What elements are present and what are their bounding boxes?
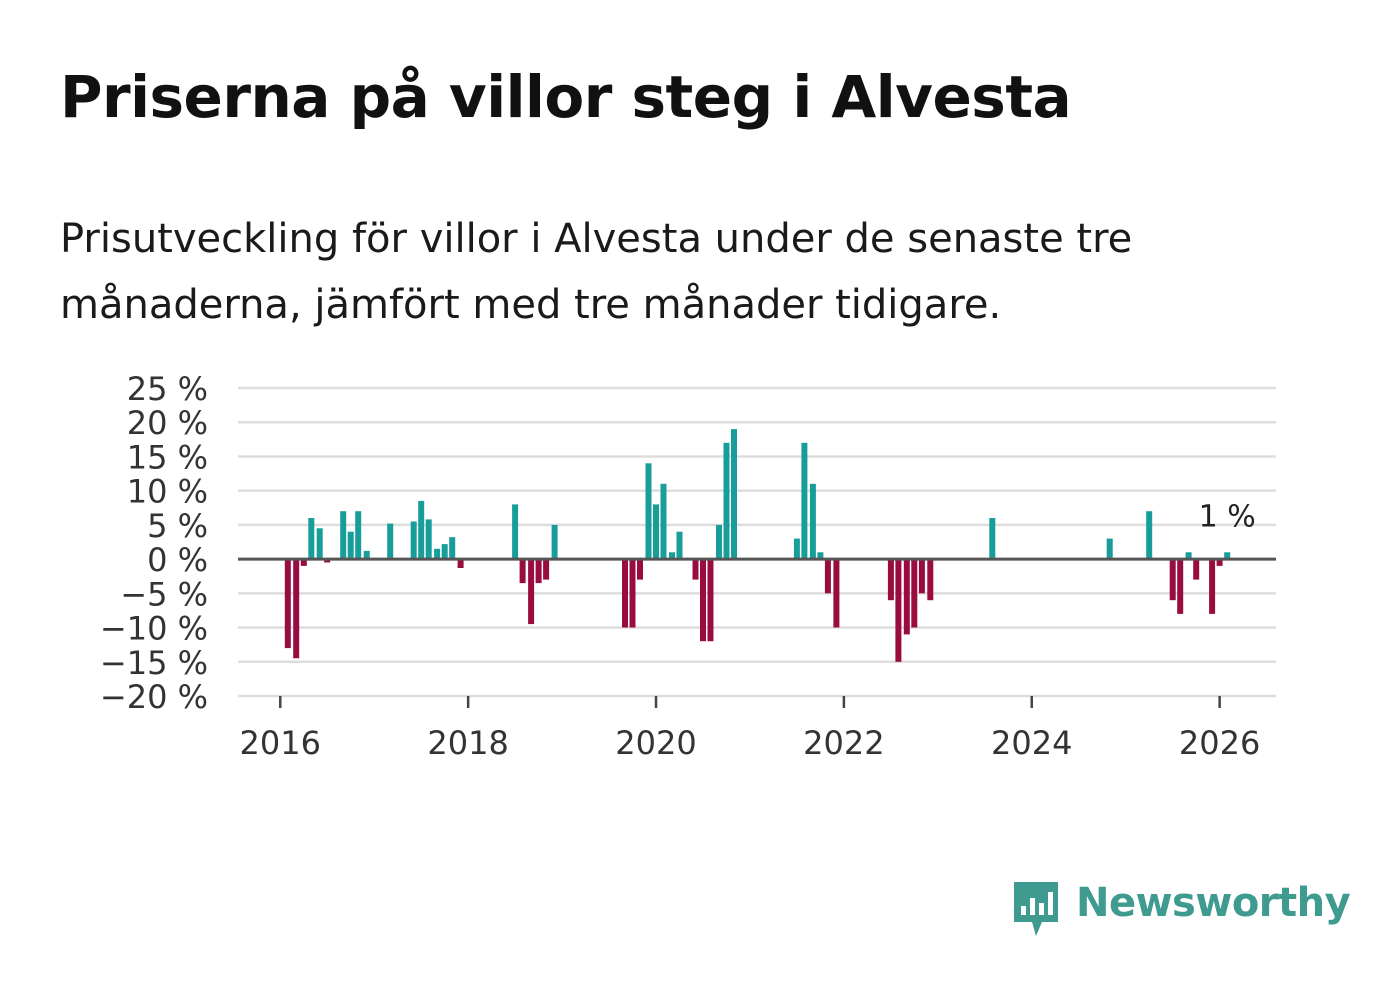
- bar-negative: [927, 559, 934, 601]
- bar-negative: [293, 559, 300, 659]
- x-tick-label: 2024: [991, 724, 1072, 762]
- y-tick-label: 5 %: [147, 507, 208, 545]
- y-tick-label: −20 %: [100, 678, 208, 716]
- x-tick-label: 2018: [427, 724, 508, 762]
- bar-positive: [425, 519, 432, 560]
- bar-positive: [308, 518, 315, 560]
- y-tick-label: 20 %: [127, 404, 208, 442]
- bar-positive: [340, 511, 347, 560]
- bar-negative: [824, 559, 831, 594]
- bar-positive: [410, 521, 417, 560]
- bar-positive: [989, 518, 996, 560]
- grid-lines: [238, 386, 1276, 698]
- bar-negative: [528, 559, 535, 625]
- bar-positive: [355, 511, 362, 560]
- bar-positive: [723, 442, 730, 560]
- bar-negative: [707, 559, 714, 642]
- y-tick-label: 10 %: [127, 473, 208, 511]
- bar-negative: [637, 559, 643, 580]
- bar-positive: [551, 524, 558, 560]
- x-tick-label: 2022: [803, 724, 884, 762]
- y-tick-label: −15 %: [100, 644, 208, 682]
- y-tick-label: 25 %: [127, 370, 208, 408]
- bar-positive: [418, 500, 425, 560]
- bar-negative: [1177, 559, 1184, 614]
- bar-negative: [324, 559, 331, 563]
- brand-name: Newsworthy: [1076, 880, 1351, 926]
- bar-negative: [1193, 559, 1200, 580]
- bar-negative: [903, 559, 910, 635]
- bar-negative: [887, 559, 894, 601]
- chart-title: Priserna på villor steg i Alvesta: [60, 63, 1072, 131]
- bar-positive: [387, 523, 394, 560]
- bar-negative: [918, 559, 925, 594]
- bar-negative: [629, 559, 636, 628]
- bar-positive: [1185, 552, 1192, 560]
- newsworthy-logo-icon: [1014, 882, 1058, 936]
- bar-positive: [716, 524, 722, 560]
- bar-negative: [300, 559, 307, 566]
- bar-positive: [801, 442, 808, 560]
- x-tick-label: 2020: [615, 724, 696, 762]
- x-axis: 2016 2018 2020 2022 2024 2026: [240, 696, 1260, 762]
- bar-positive: [653, 504, 659, 560]
- bar-negative: [1216, 559, 1223, 566]
- bar-negative: [543, 559, 550, 580]
- bar-negative: [284, 559, 291, 649]
- bar-positive: [1146, 511, 1153, 560]
- bar-negative: [535, 559, 542, 584]
- bar-positive: [669, 552, 675, 560]
- bar-positive: [434, 548, 441, 560]
- bars: [284, 429, 1231, 662]
- bar-positive: [1224, 552, 1231, 560]
- bar-negative: [1169, 559, 1176, 601]
- bar-positive: [449, 537, 456, 560]
- y-tick-label: −10 %: [100, 610, 208, 648]
- bar-positive: [441, 544, 448, 560]
- y-tick-label: −5 %: [120, 575, 208, 613]
- brand-logo: Newsworthy: [1010, 876, 1351, 942]
- last-value-annotation: 1 %: [1199, 499, 1256, 534]
- bar-positive: [316, 528, 323, 560]
- bar-negative: [622, 559, 628, 628]
- bar-positive: [817, 552, 824, 560]
- bar-negative: [895, 559, 902, 662]
- bar-negative: [519, 559, 526, 584]
- chart-subtitle: Prisutveckling för villor i Alvesta unde…: [60, 216, 1133, 328]
- y-tick-label: 15 %: [127, 438, 208, 476]
- bar-positive: [512, 504, 519, 560]
- bar-positive: [645, 463, 652, 560]
- bar-negative: [457, 559, 464, 568]
- bar-chart: 25 %20 %15 %10 %5 %0 %−5 %−10 %−15 %−20 …: [100, 370, 1276, 762]
- bar-negative: [700, 559, 706, 642]
- bar-negative: [911, 559, 918, 628]
- bar-positive: [809, 483, 816, 560]
- y-axis-labels: 25 %20 %15 %10 %5 %0 %−5 %−10 %−15 %−20 …: [100, 370, 208, 716]
- x-tick-label: 2026: [1179, 724, 1260, 762]
- bar-positive: [1106, 538, 1113, 560]
- bar-negative: [1209, 559, 1216, 614]
- x-tick-label: 2016: [240, 724, 321, 762]
- bar-positive: [731, 429, 737, 560]
- bar-positive: [660, 483, 667, 560]
- bar-positive: [793, 538, 800, 560]
- bar-negative: [692, 559, 699, 580]
- y-tick-label: 0 %: [147, 541, 208, 579]
- bar-positive: [347, 531, 354, 560]
- bar-negative: [833, 559, 840, 628]
- bar-positive: [676, 531, 683, 560]
- bar-positive: [363, 550, 370, 560]
